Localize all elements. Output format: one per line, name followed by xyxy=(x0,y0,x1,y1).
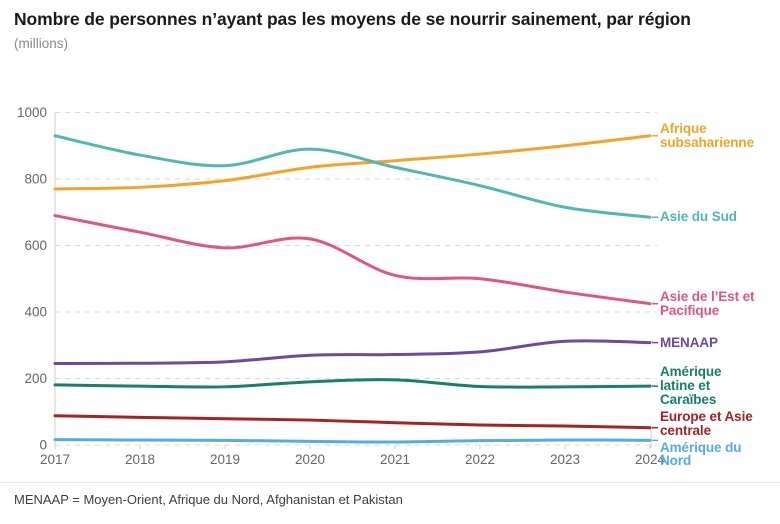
series-label-4: Amérique latine et Caraïbes xyxy=(660,364,722,408)
series-line-4 xyxy=(53,378,652,389)
x-tick-label: 2019 xyxy=(210,452,240,467)
y-tick-label: 800 xyxy=(24,172,47,187)
series-label-5: Europe et Asie centrale xyxy=(660,408,753,438)
x-tick-label: 2023 xyxy=(550,452,580,467)
x-tick-label: 2017 xyxy=(40,452,70,467)
y-tick-label: 200 xyxy=(24,371,47,386)
y-tick-label: 400 xyxy=(24,305,47,320)
x-tick-label: 2024 xyxy=(635,452,666,467)
chart-header: Nombre de personnes n’ayant pas les moye… xyxy=(14,8,766,51)
y-tick-label: 600 xyxy=(24,238,47,253)
chart-title: Nombre de personnes n’ayant pas les moye… xyxy=(14,9,691,29)
footer-divider xyxy=(0,482,780,483)
chart-subtitle: (millions) xyxy=(14,36,68,52)
x-tick-label: 2020 xyxy=(295,452,325,467)
y-tick-label: 0 xyxy=(39,438,47,453)
series-label-6: Amérique du Nord xyxy=(660,439,742,469)
x-tick-label: 2022 xyxy=(465,452,495,467)
x-tick-label: 2018 xyxy=(125,452,155,467)
series-line-6 xyxy=(53,438,652,444)
series-line-2 xyxy=(53,214,652,306)
series-line-5 xyxy=(53,414,652,430)
series-line-3 xyxy=(53,339,652,366)
chart-footnote: MENAAP = Moyen-Orient, Afrique du Nord, … xyxy=(14,492,403,507)
y-tick-label: 1000 xyxy=(17,105,47,120)
x-tick-label: 2021 xyxy=(380,452,410,467)
series-label-2: Asie de l’Est et Pacifique xyxy=(660,288,755,318)
series-label-0: Afrique subsaharienne xyxy=(660,120,754,150)
series-line-0 xyxy=(53,134,652,191)
series-label-1: Asie du Sud xyxy=(660,209,737,225)
series-line-1 xyxy=(53,134,652,219)
series-label-3: MENAAP xyxy=(660,334,718,350)
